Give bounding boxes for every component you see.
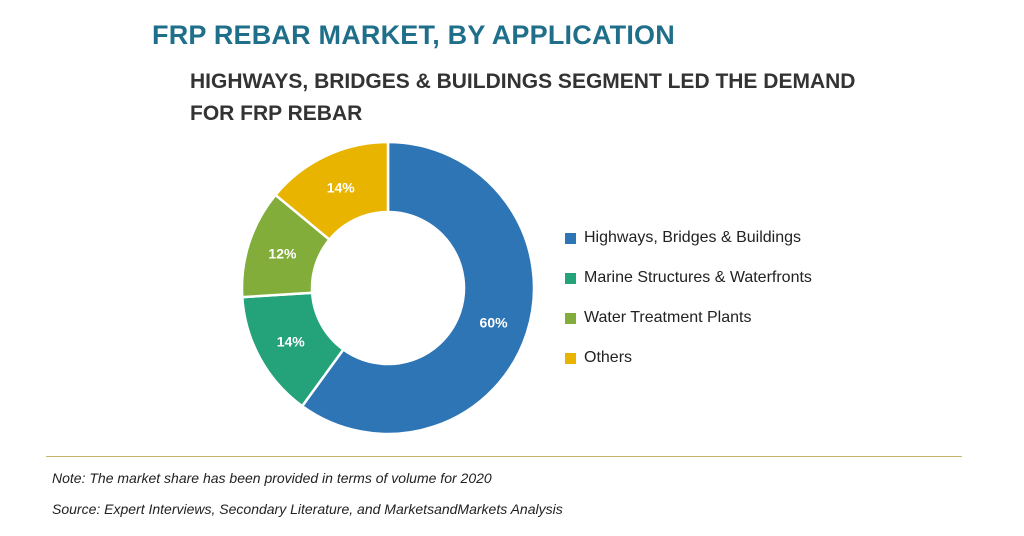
data-label-2: 14% [277,333,306,349]
chart-legend: Highways, Bridges & Buildings Marine Stru… [565,218,812,378]
donut-chart: 60% 14% 12% 14% [240,140,536,436]
legend-item-2: Marine Structures & Waterfronts [565,258,812,298]
legend-label: Others [584,349,633,366]
data-label-3: 12% [268,246,297,262]
footer-divider [46,456,962,457]
footer-source: Source: Expert Interviews, Secondary Lit… [52,501,563,517]
legend-item-4: Others [565,338,812,378]
chart-title: FRP REBAR MARKET, BY APPLICATION [152,20,675,50]
donut-slice-4 [273,140,390,242]
legend-label: Water Treatment Plants [584,309,752,326]
legend-label: Marine Structures & Waterfronts [584,269,812,286]
legend-swatch [565,232,576,244]
legend-swatch [565,272,576,284]
data-label-4: 14% [327,180,356,196]
donut-slice-1 [300,140,536,436]
donut-data-labels: 60% 14% 12% 14% [268,180,508,350]
legend-label: Highways, Bridges & Buildings [584,229,801,246]
legend-swatch [565,312,576,324]
data-label-1: 60% [480,314,509,330]
legend-swatch [565,352,576,364]
legend-item-1: Highways, Bridges & Buildings [565,218,812,258]
legend-item-3: Water Treatment Plants [565,298,812,338]
chart-subtitle: HIGHWAYS, BRIDGES & BUILDINGS SEGMENT LE… [190,70,856,125]
donut-slices [240,140,536,436]
footer-note: Note: The market share has been provided… [52,470,492,486]
